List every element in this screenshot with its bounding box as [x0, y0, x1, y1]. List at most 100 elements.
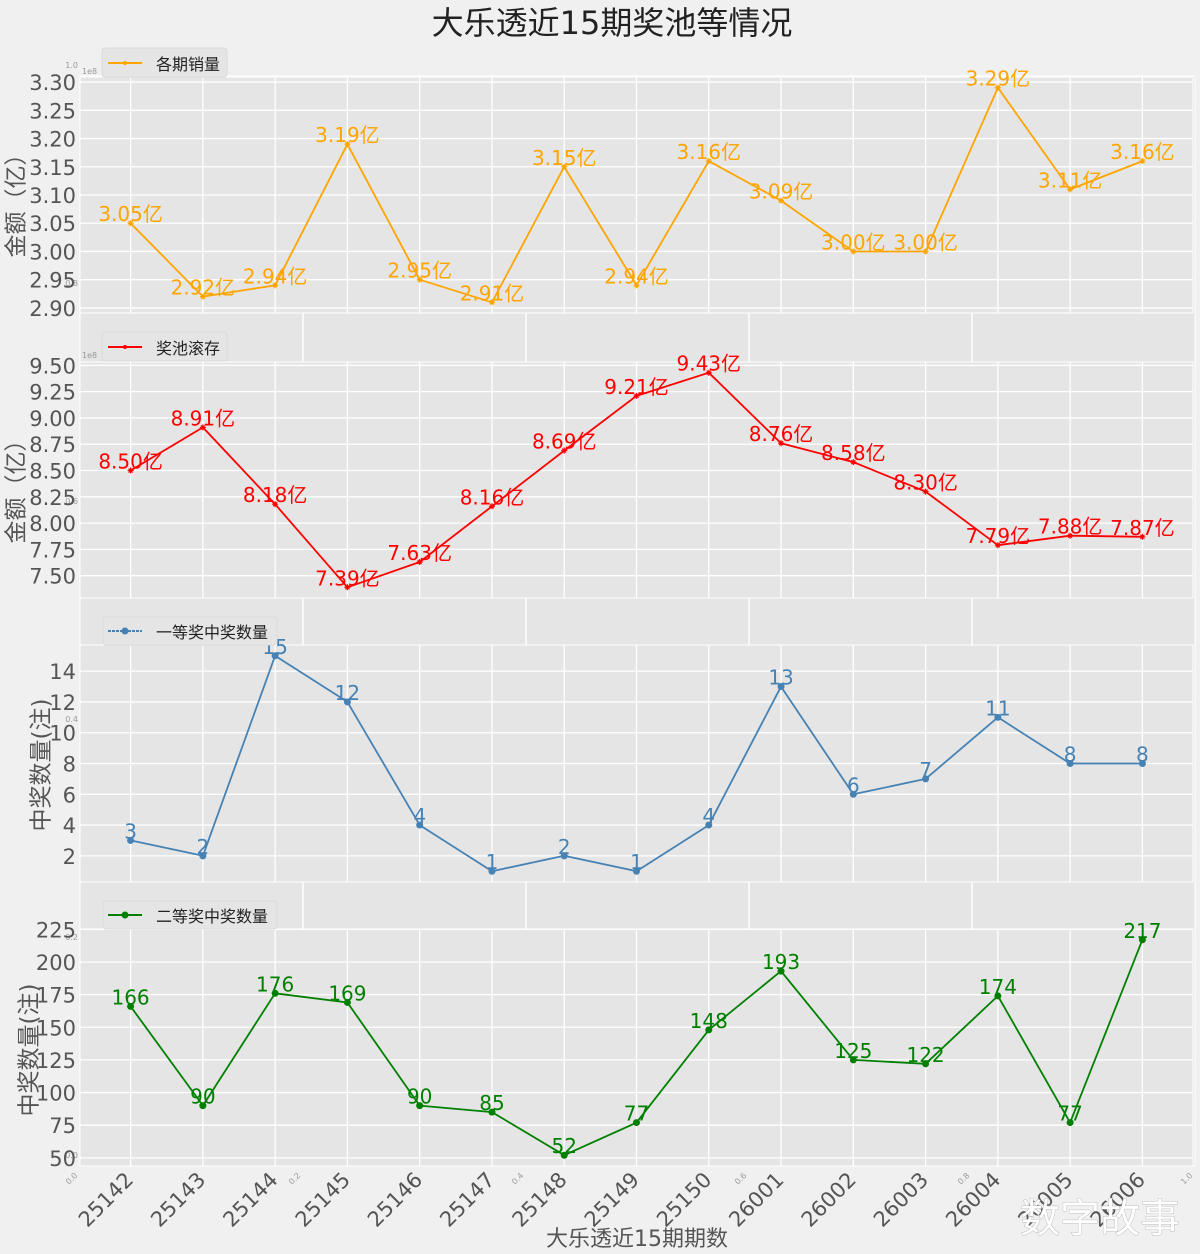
- ytick-label: 225: [36, 918, 76, 942]
- second-prize-data-label: 85: [479, 1091, 504, 1115]
- first-prize-point: [488, 867, 496, 875]
- second-prize-point: [1138, 936, 1146, 944]
- ytick-label: 3.25: [29, 99, 76, 123]
- y-axis-label-second-prize: 中奖数量(注): [17, 984, 43, 1117]
- ytick-label: 8.75: [29, 433, 76, 457]
- first-prize-data-label: 8: [1064, 743, 1077, 767]
- ytick-label: 9.00: [29, 407, 76, 431]
- first-prize-point: [705, 821, 713, 829]
- second-prize-data-label: 122: [906, 1043, 944, 1067]
- legend-box: [101, 331, 228, 362]
- legend-marker-swatch: [123, 61, 127, 65]
- second-prize-data-label: 148: [690, 1009, 728, 1033]
- sales-point: [561, 163, 568, 170]
- jackpot-point: [1067, 532, 1074, 539]
- second-prize-data-label: 193: [762, 950, 800, 974]
- jackpot-data-label: 9.43亿: [677, 352, 742, 376]
- second-prize-point: [560, 1151, 568, 1159]
- first-prize-data-label: 8: [1136, 743, 1149, 767]
- sales-point: [1067, 186, 1074, 193]
- sales-data-label: 2.91亿: [460, 281, 525, 305]
- second-prize-data-label: 176: [256, 972, 294, 996]
- sales-point: [850, 248, 857, 255]
- background-ytick-label: 0.8: [65, 279, 78, 288]
- jackpot-data-label: 7.63亿: [387, 541, 452, 565]
- panel-jackpot: 7.50 7.758.008.258.50 8.759.009.25 9.50 8.50…: [4, 331, 1194, 599]
- legend-marker-swatch: [121, 627, 129, 635]
- ytick-label: 8.00: [29, 512, 76, 536]
- first-prize-data-label: 2: [558, 835, 571, 859]
- sales-point: [922, 248, 929, 255]
- second-prize-point: [994, 992, 1002, 1000]
- second-prize-point: [922, 1060, 930, 1068]
- jackpot-data-label: 8.18亿: [243, 483, 308, 507]
- sales-point: [488, 299, 495, 306]
- second-prize-data-label: 77: [1057, 1102, 1082, 1126]
- first-prize-point: [633, 867, 640, 875]
- sales-point: [705, 158, 712, 165]
- ytick-label: 9.25: [29, 381, 76, 405]
- first-prize-point: [1138, 760, 1146, 767]
- legend-marker-swatch: [121, 911, 129, 919]
- sales-point: [1139, 158, 1146, 165]
- legend-box: [101, 47, 228, 78]
- jackpot-point: [127, 467, 134, 474]
- legend-label: 奖池滚存: [156, 339, 220, 358]
- sales-point: [416, 276, 423, 283]
- first-prize-data-label: 7: [919, 758, 932, 782]
- sales-data-label: 2.92亿: [171, 276, 236, 300]
- jackpot-point: [705, 369, 712, 376]
- jackpot-data-label: 8.16亿: [460, 485, 525, 509]
- ytick-label: 3.05: [29, 212, 76, 236]
- second-prize-data-label: 166: [111, 985, 149, 1009]
- second-prize-point: [849, 1056, 857, 1064]
- ytick-label: 175: [36, 984, 76, 1008]
- sales-point: [127, 220, 134, 227]
- second-prize-data-label: 77: [624, 1102, 649, 1126]
- plot-area-second-prize: 50 75 100 125 150 175 200 225 166 90 176 169 90 85 52 7…: [36, 918, 1194, 1171]
- first-prize-data-label: 2: [196, 835, 209, 859]
- sales-point: [344, 141, 351, 148]
- jackpot-point: [922, 488, 929, 495]
- legend-label: 一等奖中奖数量: [156, 623, 268, 642]
- background-ytick-label: 0.0: [65, 1151, 78, 1160]
- second-prize-point: [488, 1108, 496, 1116]
- first-prize-data-label: 4: [413, 804, 426, 828]
- first-prize-point: [343, 698, 351, 706]
- jackpot-point: [416, 559, 423, 566]
- first-prize-point: [271, 652, 279, 660]
- ytick-label: 8.50: [29, 460, 76, 484]
- first-prize-data-label: 6: [847, 773, 860, 797]
- panel-second-prize: 50 75 100 125 150 175 200 225 166 90 176 169 90 85 52 7…: [17, 900, 1194, 1171]
- sales-point: [199, 293, 206, 300]
- legend-marker-swatch: [123, 345, 127, 349]
- ytick-label: 14: [49, 660, 76, 684]
- first-prize-point: [560, 852, 568, 860]
- legend-first-prize: 一等奖中奖数量: [102, 616, 278, 646]
- first-prize-point: [777, 683, 785, 691]
- jackpot-data-label: 8.50亿: [98, 450, 163, 474]
- ytick-label: 3.20: [29, 128, 76, 152]
- legend-jackpot: 奖池滚存: [101, 331, 228, 362]
- first-prize-data-label: 1: [486, 850, 499, 874]
- sales-data-label: 3.11亿: [1038, 168, 1103, 192]
- jackpot-point: [344, 584, 351, 591]
- sales-data-label: 3.00亿: [821, 230, 886, 254]
- jackpot-point: [633, 392, 640, 399]
- second-prize-data-label: 217: [1123, 919, 1161, 943]
- ytick-label: 3.00: [29, 240, 76, 264]
- legend-label: 各期销量: [156, 55, 220, 74]
- sales-data-label: 3.05亿: [98, 202, 163, 226]
- jackpot-point: [199, 424, 206, 431]
- ytick-label: 7.50: [29, 565, 76, 589]
- second-prize-point: [705, 1026, 713, 1034]
- jackpot-point: [488, 503, 495, 510]
- sales-data-label: 3.16亿: [677, 140, 742, 164]
- first-prize-data-label: 4: [702, 804, 715, 828]
- ytick-label: 9.50: [29, 354, 76, 378]
- ytick-label: 8.25: [29, 486, 76, 510]
- first-prize-point: [849, 790, 857, 798]
- offset-text-jackpot: 1e8: [82, 351, 97, 360]
